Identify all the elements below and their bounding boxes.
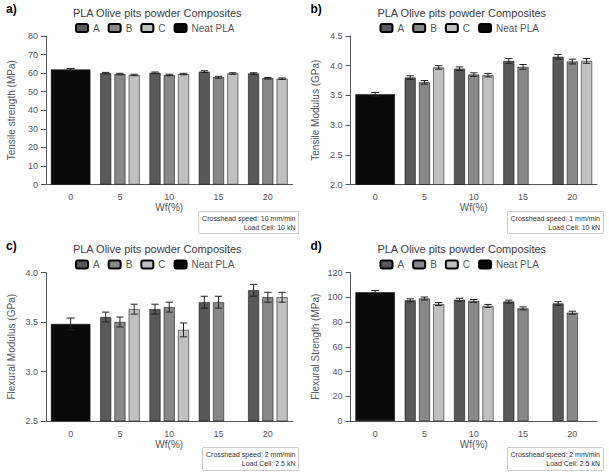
svg-text:60: 60 (28, 68, 38, 78)
svg-text:Load Cell: 10 kN: Load Cell: 10 kN (548, 224, 600, 231)
svg-text:2.5: 2.5 (330, 150, 343, 160)
svg-text:0: 0 (33, 180, 38, 190)
svg-text:10: 10 (164, 192, 174, 202)
svg-text:A: A (93, 23, 100, 34)
svg-text:40: 40 (332, 367, 342, 377)
svg-text:15: 15 (518, 192, 528, 202)
svg-text:Neat PLA: Neat PLA (192, 23, 235, 34)
svg-text:30: 30 (28, 124, 38, 134)
svg-text:Wf(%): Wf(%) (155, 439, 183, 450)
svg-text:PLA Olive pits powder Composit: PLA Olive pits powder Composites (73, 243, 242, 255)
svg-text:Crosshead speed: 1 mm/min: Crosshead speed: 1 mm/min (511, 215, 601, 223)
svg-text:PLA Olive pits powder Composit: PLA Olive pits powder Composites (73, 7, 242, 19)
svg-text:20: 20 (28, 142, 38, 152)
svg-text:100: 100 (327, 292, 342, 302)
svg-text:4.5: 4.5 (330, 31, 343, 41)
svg-text:A: A (398, 23, 405, 34)
svg-text:Wf(%): Wf(%) (155, 202, 183, 213)
svg-text:20: 20 (567, 429, 577, 439)
svg-text:Tensile Modulus (GPa): Tensile Modulus (GPa) (310, 60, 321, 161)
svg-text:C: C (463, 23, 470, 34)
svg-text:B: B (430, 23, 437, 34)
svg-text:C: C (158, 23, 165, 34)
svg-text:Wf(%): Wf(%) (460, 202, 488, 213)
svg-text:Tensile strength (MPa): Tensile strength (MPa) (6, 60, 17, 160)
svg-text:3.5: 3.5 (330, 90, 343, 100)
svg-text:a): a) (6, 2, 17, 16)
svg-text:C: C (463, 259, 470, 270)
svg-text:2.0: 2.0 (330, 180, 343, 190)
svg-text:Crosshead speed: 2 mm/min: Crosshead speed: 2 mm/min (206, 451, 296, 459)
svg-text:Flexural Strength (MPa): Flexural Strength (MPa) (310, 294, 321, 400)
svg-text:40: 40 (28, 105, 38, 115)
svg-text:Crosshead speed: 10 mm/min: Crosshead speed: 10 mm/min (202, 215, 295, 223)
svg-text:60: 60 (332, 342, 342, 352)
svg-text:PLA Olive pits powder Composit: PLA Olive pits powder Composites (377, 243, 546, 255)
svg-text:3.0: 3.0 (330, 120, 343, 130)
svg-text:Flexural Modulus (GPa): Flexural Modulus (GPa) (6, 294, 17, 400)
svg-text:0: 0 (373, 429, 378, 439)
svg-text:2.5: 2.5 (25, 416, 38, 426)
svg-text:80: 80 (332, 317, 342, 327)
svg-text:C: C (158, 259, 165, 270)
svg-text:A: A (398, 259, 405, 270)
svg-text:10: 10 (164, 429, 174, 439)
svg-text:15: 15 (518, 429, 528, 439)
svg-text:A: A (93, 259, 100, 270)
svg-text:10: 10 (28, 161, 38, 171)
svg-text:Crosshead speed: 2 mm/min: Crosshead speed: 2 mm/min (511, 451, 601, 459)
svg-text:Wf(%): Wf(%) (460, 439, 488, 450)
svg-text:20: 20 (263, 429, 273, 439)
svg-text:0: 0 (373, 192, 378, 202)
svg-text:Load Cell: 2.5 kN: Load Cell: 2.5 kN (242, 460, 296, 467)
svg-text:B: B (126, 23, 133, 34)
svg-text:Neat PLA: Neat PLA (496, 23, 539, 34)
svg-text:0: 0 (68, 192, 73, 202)
svg-text:d): d) (311, 239, 322, 253)
svg-text:b): b) (311, 2, 322, 16)
svg-text:3.0: 3.0 (25, 367, 38, 377)
svg-text:Neat PLA: Neat PLA (192, 259, 235, 270)
svg-text:4.0: 4.0 (330, 61, 343, 71)
svg-text:B: B (430, 259, 437, 270)
svg-text:Load Cell: 2.5 kN: Load Cell: 2.5 kN (546, 460, 600, 467)
svg-text:20: 20 (332, 391, 342, 401)
svg-text:10: 10 (469, 429, 479, 439)
svg-text:B: B (126, 259, 133, 270)
svg-text:80: 80 (28, 31, 38, 41)
svg-text:70: 70 (28, 50, 38, 60)
svg-text:5: 5 (422, 192, 427, 202)
svg-text:15: 15 (214, 429, 224, 439)
svg-text:5: 5 (422, 429, 427, 439)
svg-text:4.0: 4.0 (25, 268, 38, 278)
svg-text:120: 120 (327, 268, 342, 278)
svg-text:50: 50 (28, 87, 38, 97)
svg-text:10: 10 (469, 192, 479, 202)
svg-text:5: 5 (117, 192, 122, 202)
svg-text:20: 20 (263, 192, 273, 202)
svg-text:PLA Olive pits powder Composit: PLA Olive pits powder Composites (377, 7, 546, 19)
svg-text:0: 0 (68, 429, 73, 439)
svg-text:5: 5 (117, 429, 122, 439)
svg-text:0: 0 (337, 416, 342, 426)
svg-text:20: 20 (567, 192, 577, 202)
svg-text:15: 15 (214, 192, 224, 202)
svg-text:Neat PLA: Neat PLA (496, 259, 539, 270)
svg-text:c): c) (6, 239, 17, 253)
svg-text:3.5: 3.5 (25, 317, 38, 327)
svg-text:Load Cell: 10 kN: Load Cell: 10 kN (244, 224, 296, 231)
